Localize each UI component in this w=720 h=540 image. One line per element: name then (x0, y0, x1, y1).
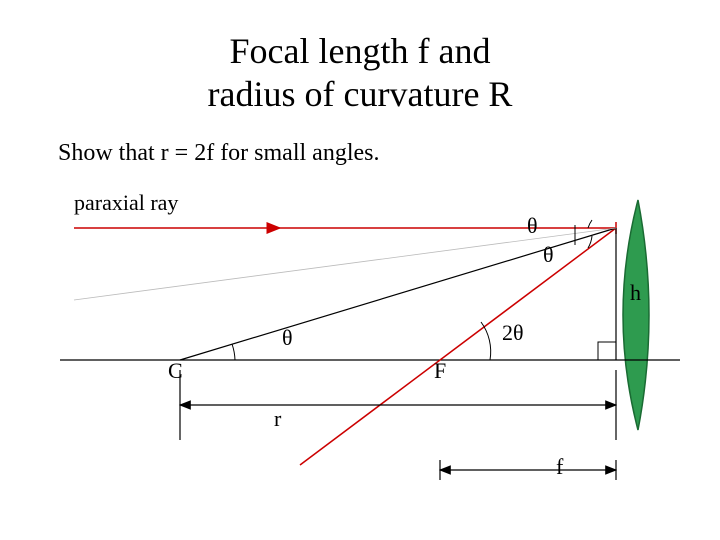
theta-label-upper: θ (527, 213, 538, 239)
F-label: F (434, 358, 446, 384)
r-label: r (274, 406, 281, 432)
theta-arc-C (232, 344, 235, 360)
theta-label-C: θ (282, 325, 293, 351)
f-label: f (556, 454, 563, 480)
h-label: h (630, 280, 641, 306)
theta-arc-upper (588, 220, 592, 228)
C-label: C (168, 358, 183, 384)
theta-label-lower: θ (543, 242, 554, 268)
two-theta-label: 2θ (502, 320, 524, 346)
right-angle-box (598, 342, 616, 360)
mirror-shape (623, 200, 649, 430)
optics-diagram (0, 0, 720, 540)
